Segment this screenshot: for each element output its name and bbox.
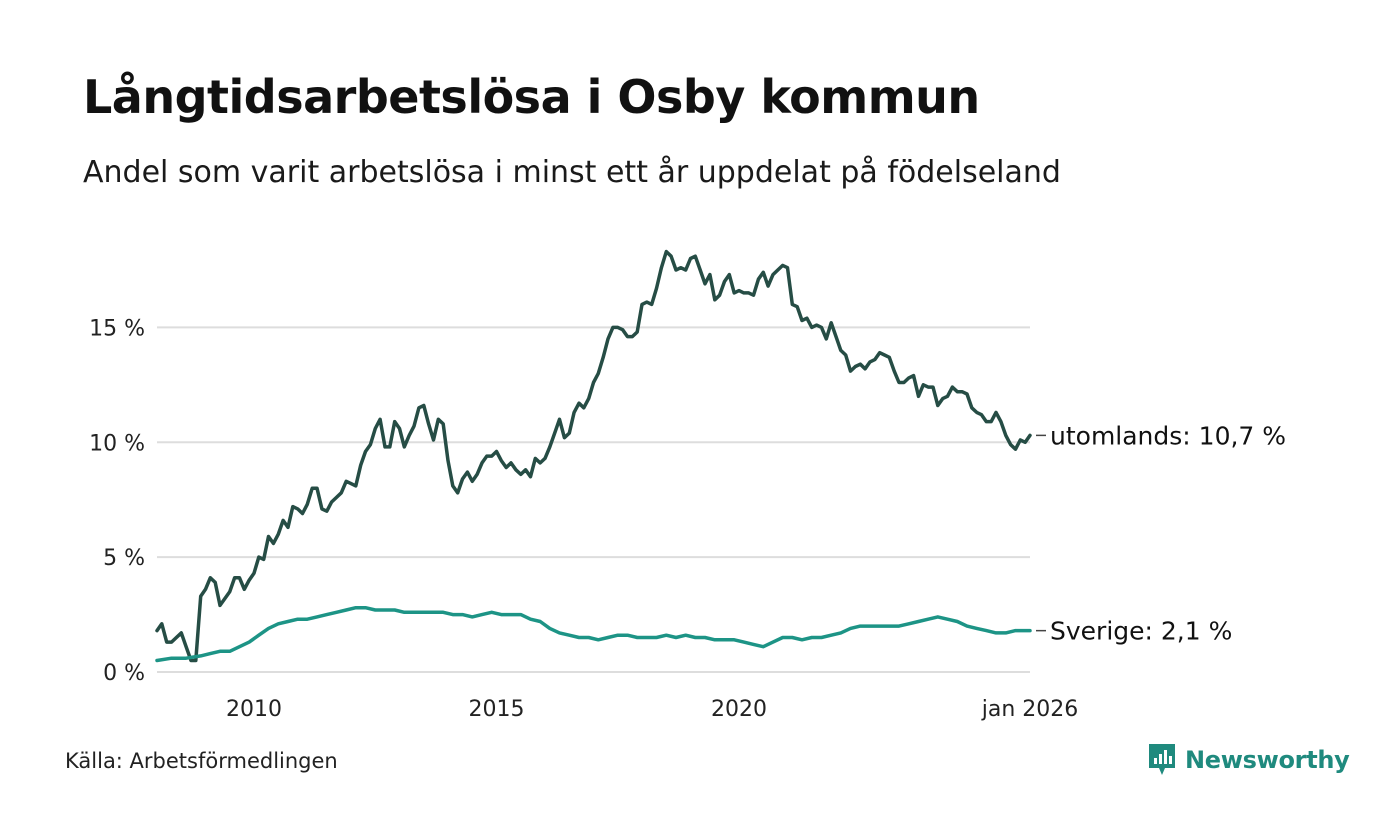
brand-logo[interactable]: Newsworthy (1147, 742, 1350, 778)
newsworthy-logo-icon (1149, 744, 1175, 775)
gridlines (157, 326, 1030, 673)
series-line-utomlands (155, 249, 1032, 663)
series-lines (155, 249, 1032, 663)
y-tick-label: 5 % (103, 546, 145, 571)
x-tick-label: jan 2026 (981, 697, 1079, 722)
x-axis-ticks: 2010 2015 2020 jan 2026 (226, 697, 1078, 722)
end-label-utomlands: utomlands: 10,7 % (1050, 421, 1286, 450)
end-label-sverige: Sverige: 2,1 % (1050, 617, 1232, 646)
y-tick-label: 15 % (89, 316, 145, 341)
x-tick-label: 2020 (711, 697, 767, 722)
series-line-sverige (155, 605, 1032, 663)
y-axis-ticks: 0 % 5 % 10 % 15 % (89, 316, 145, 686)
source-note: Källa: Arbetsförmedlingen (65, 749, 338, 773)
x-tick-label: 2015 (469, 697, 525, 722)
y-tick-label: 10 % (89, 431, 145, 456)
chart-subtitle: Andel som varit arbetslösa i minst ett å… (83, 155, 1061, 190)
brand-name: Newsworthy (1185, 746, 1350, 774)
chart-title: Långtidsarbetslösa i Osby kommun (83, 70, 980, 124)
x-tick-label: 2010 (226, 697, 282, 722)
y-tick-label: 0 % (103, 661, 145, 686)
series-end-labels: utomlands: 10,7 % Sverige: 2,1 % (1036, 421, 1286, 646)
